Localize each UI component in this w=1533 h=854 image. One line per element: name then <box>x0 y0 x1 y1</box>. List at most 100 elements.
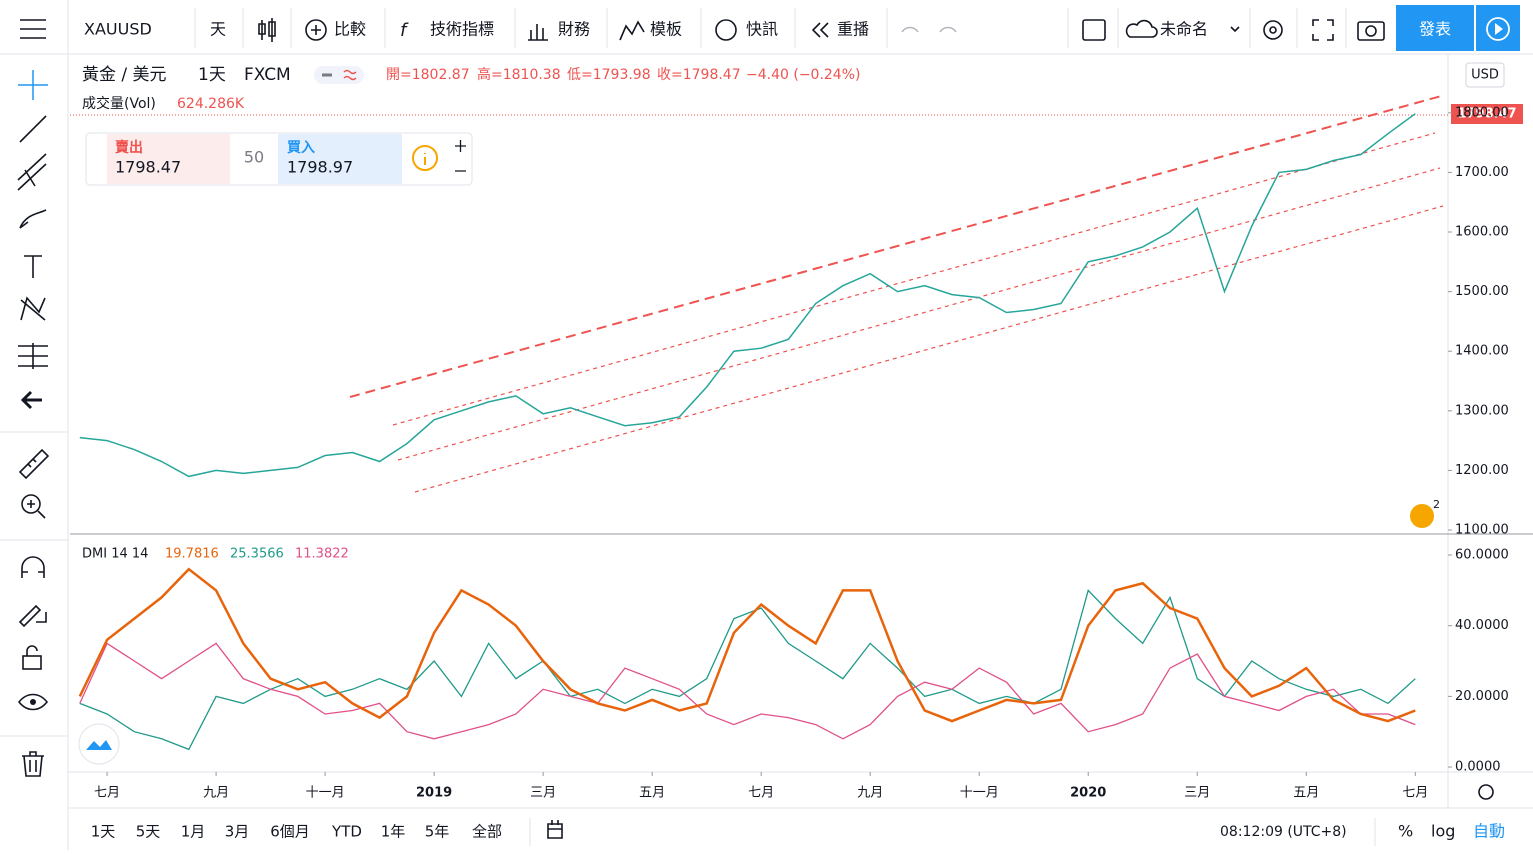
x-tick-label: 三月 <box>530 786 556 801</box>
settings-icon[interactable] <box>1263 20 1283 40</box>
range-button[interactable]: 5天 <box>136 823 161 841</box>
sell-button[interactable] <box>107 134 230 184</box>
brush-tool[interactable] <box>19 209 47 229</box>
currency[interactable]: USD <box>1471 68 1499 83</box>
y-tick-label: 1800.00 <box>1455 105 1509 120</box>
financials-icon[interactable] <box>528 24 548 41</box>
undo-redo[interactable] <box>901 26 957 33</box>
qty-stepper[interactable] <box>455 140 466 172</box>
info-icon[interactable] <box>412 145 438 171</box>
event-badge[interactable] <box>1410 504 1434 528</box>
layout-name[interactable]: 未命名 <box>1160 20 1208 39</box>
range-button[interactable]: YTD <box>331 823 362 841</box>
range-button[interactable]: 全部 <box>472 823 502 841</box>
replay[interactable]: 重播 <box>837 20 869 39</box>
range-button[interactable]: 5年 <box>425 823 450 841</box>
y-tick-label: 1200.00 <box>1455 463 1509 478</box>
range-button[interactable]: 1天 <box>91 823 116 841</box>
interval[interactable]: 天 <box>210 20 226 39</box>
templates-icon[interactable] <box>619 20 645 41</box>
axis-settings[interactable] <box>1478 784 1494 800</box>
chart-type-icon[interactable] <box>258 18 276 42</box>
fib-tool[interactable] <box>17 153 47 191</box>
lock-tool[interactable] <box>22 655 42 670</box>
channel-top <box>349 94 1446 398</box>
alerts[interactable]: 快訊 <box>746 20 778 39</box>
y-tick-label: 0.0000 <box>1455 760 1501 775</box>
exchange: FXCM <box>244 65 291 85</box>
publish-button[interactable] <box>1396 5 1474 51</box>
x-tick-label: 2019 <box>416 786 452 801</box>
visibility-tool[interactable] <box>17 693 49 711</box>
snapshot-icon[interactable] <box>1357 21 1385 41</box>
delete-tool[interactable] <box>22 751 44 777</box>
text-tool[interactable] <box>24 255 42 278</box>
bottom-bar: 08:12:09 (UTC+8) % log 自動 <box>529 818 1505 846</box>
alerts-icon[interactable] <box>715 19 737 41</box>
fullscreen-icon[interactable] <box>1312 19 1334 41</box>
publish[interactable]: 發表 <box>1419 20 1451 39</box>
dmi-adx: 19.7816 <box>165 547 219 562</box>
hide-toolbar[interactable] <box>20 390 42 410</box>
prediction-tool[interactable] <box>18 343 48 369</box>
left-toolbar <box>0 70 68 777</box>
range-button[interactable]: 6個月 <box>270 823 310 841</box>
channel-lines <box>392 132 1444 493</box>
sell-price[interactable]: 1798.47 <box>115 158 181 177</box>
symbol[interactable]: XAUUSD <box>84 20 152 39</box>
compare-icon[interactable] <box>305 19 327 41</box>
menu-icon[interactable] <box>20 19 46 39</box>
currency-button[interactable] <box>1465 62 1505 88</box>
series-line <box>79 589 1416 751</box>
financials[interactable]: 財務 <box>558 20 590 39</box>
series-line <box>79 642 1416 740</box>
dmi-legend: DMI 14 14 19.7816 25.3566 11.3822 <box>82 547 349 562</box>
crosshair-tool[interactable] <box>18 70 48 100</box>
fx-icon[interactable]: f <box>400 20 409 41</box>
x-tick-label: 十一月 <box>306 786 345 801</box>
buy-label[interactable]: 買入 <box>287 140 315 156</box>
replay-icon[interactable] <box>811 22 829 38</box>
trendline-tool[interactable] <box>19 115 47 143</box>
buy-price[interactable]: 1798.97 <box>287 158 353 177</box>
range-button[interactable]: 1月 <box>181 823 206 841</box>
dmi-name: DMI 14 14 <box>82 547 148 562</box>
percent-toggle[interactable]: % <box>1398 822 1413 841</box>
volume-value: 624.286K <box>177 96 245 112</box>
lock-drawings[interactable] <box>18 604 47 628</box>
order-panel: 賣出 1798.47 50 買入 1798.97 <box>85 132 473 186</box>
range-button[interactable]: 1年 <box>381 823 406 841</box>
status-pill[interactable] <box>314 66 364 84</box>
low: 低=1793.98 <box>567 67 651 83</box>
y-tick-label: 1100.00 <box>1455 523 1509 538</box>
log-toggle[interactable]: log <box>1431 822 1455 841</box>
chart-frame <box>68 54 1533 809</box>
auto-toggle[interactable]: 自動 <box>1473 822 1505 841</box>
volume-label: 成交量(Vol) <box>82 95 156 112</box>
layout-icon[interactable] <box>1082 19 1106 41</box>
legend: 黃金 / 美元 1天 FXCM 開=1802.87 高=1810.38 低=17… <box>82 65 860 112</box>
measure-tool[interactable] <box>18 448 50 480</box>
indicators[interactable]: 技術指標 <box>430 20 494 39</box>
dmi-minus: 11.3822 <box>295 547 349 562</box>
buy-button[interactable] <box>278 134 402 184</box>
pattern-tool[interactable] <box>20 296 46 321</box>
zoom-tool[interactable] <box>21 494 41 514</box>
date-range-icon[interactable] <box>547 820 563 839</box>
range-button[interactable]: 3月 <box>225 823 250 841</box>
sell-label[interactable]: 賣出 <box>114 139 143 156</box>
quantity[interactable]: 50 <box>244 148 264 167</box>
x-tick-label: 十一月 <box>960 786 999 801</box>
tv-logo[interactable] <box>78 723 120 765</box>
x-tick-label: 三月 <box>1184 786 1210 801</box>
magnet-tool[interactable] <box>21 556 45 578</box>
cloud-icon[interactable] <box>1125 19 1158 38</box>
y-tick-label: 1500.00 <box>1455 284 1509 299</box>
x-tick-label: 2020 <box>1070 786 1106 801</box>
templates[interactable]: 模板 <box>650 20 682 39</box>
compare[interactable]: 比較 <box>334 20 366 39</box>
clock: 08:12:09 (UTC+8) <box>1220 824 1347 840</box>
last-price: 1798.47 <box>1457 107 1516 122</box>
